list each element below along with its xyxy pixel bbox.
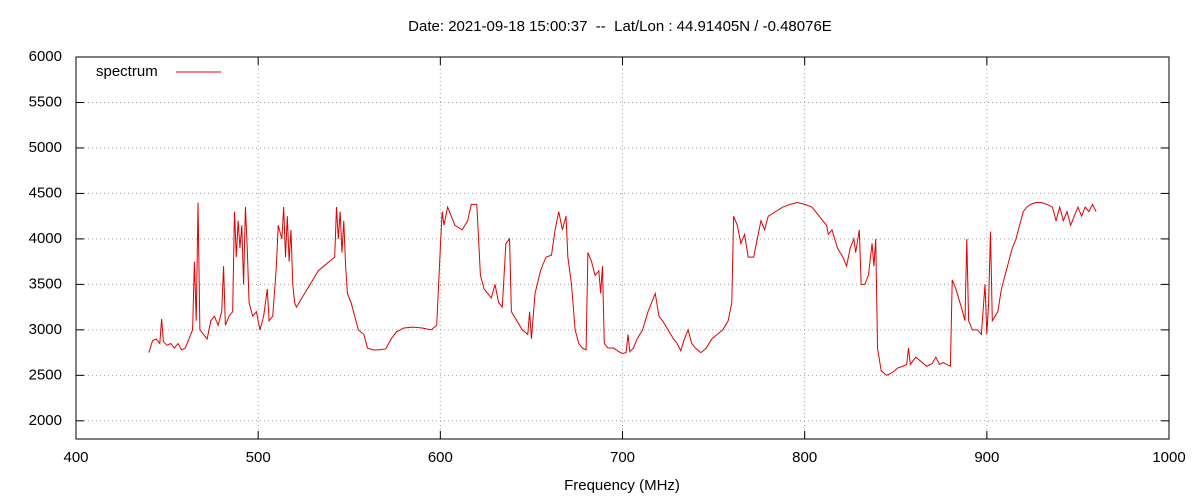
x-tick-label: 700 <box>610 449 635 466</box>
legend-label: spectrum <box>96 63 158 80</box>
x-axis-label: Frequency (MHz) <box>564 477 680 494</box>
chart-title: Date: 2021-09-18 15:00:37 -- Lat/Lon : 4… <box>408 18 832 35</box>
y-tick-label: 4000 <box>29 230 62 247</box>
y-tick-label: 2500 <box>29 366 62 383</box>
x-tick-label: 900 <box>974 449 999 466</box>
line-series <box>148 202 1097 376</box>
x-tick-label: 800 <box>792 449 817 466</box>
plot-border <box>75 56 1170 440</box>
y-tick-label: 4500 <box>29 184 62 201</box>
y-tick-label: 6000 <box>29 48 62 65</box>
y-tick-label: 3000 <box>29 321 62 338</box>
x-tick-label: 400 <box>63 449 88 466</box>
y-tick-label: 5500 <box>29 93 62 110</box>
x-tick-label: 500 <box>246 449 271 466</box>
y-tick-label: 5000 <box>29 139 62 156</box>
y-tick-label: 2000 <box>29 412 62 429</box>
x-tick-label: 1000 <box>1152 449 1185 466</box>
y-tick-label: 3500 <box>29 275 62 292</box>
x-tick-label: 600 <box>428 449 453 466</box>
